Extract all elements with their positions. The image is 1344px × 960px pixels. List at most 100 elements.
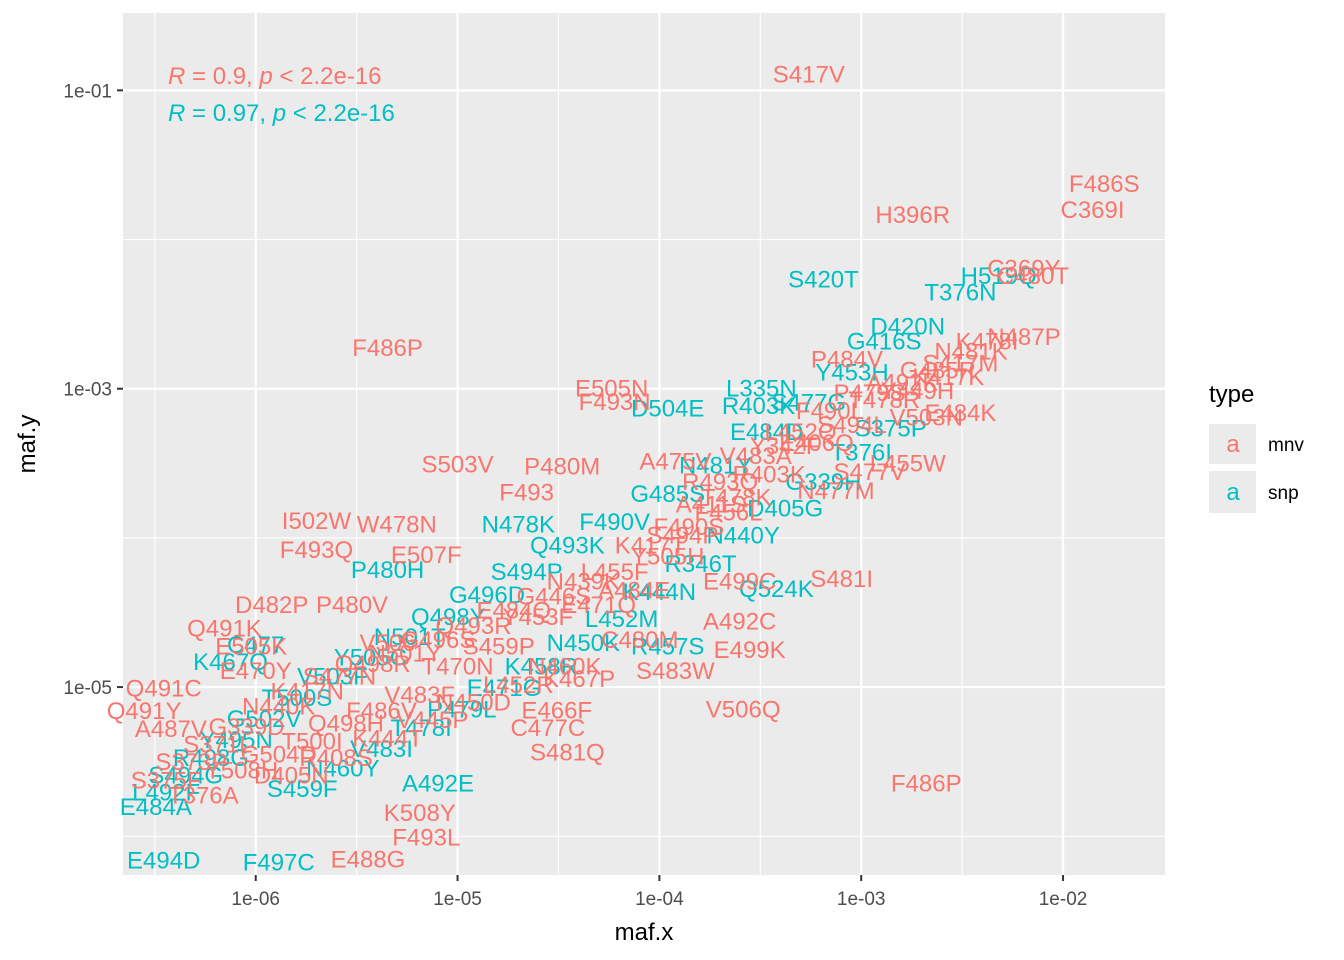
point-label-snp: T376N [924,279,996,306]
point-label-mnv: Y508H [205,758,278,785]
legend-key-snp [1209,471,1256,513]
point-label-snp: G502V [227,706,302,733]
point-label-snp: T376I [831,439,892,466]
series-snp: S420TD504EN478KP480HQ524KR457SC477K467QE… [120,263,1037,876]
point-label-mnv: S494P [646,523,718,550]
point-label-snp: S494G [148,762,223,789]
stat-p-text: < 2.2e-16 [273,63,382,90]
point-label-mnv: F486P [891,770,962,797]
point-label-mnv: T376A [168,783,239,810]
point-label-snp: F490V [579,509,650,536]
legend-title: type [1209,381,1254,408]
point-label-snp: G339H [785,469,861,496]
point-label-mnv: S483W [636,658,715,685]
point-label-mnv: S371L [183,731,252,758]
point-label-mnv: S503V [422,452,494,479]
point-label-snp: R403K [722,393,795,420]
stat-annotations: R = 0.9, p < 2.2e-16 R = 0.97, p < 2.2e-… [168,63,395,127]
point-label-mnv: S459P [463,633,535,660]
point-label-mnv: R403K [732,462,805,489]
point-label-mnv: S417M [922,350,998,377]
point-label-mnv: F486V [346,698,417,725]
point-label-mnv: Q498H [308,710,384,737]
point-label-snp: D405G [747,495,823,522]
legend-label-mnv: mnv [1268,435,1304,456]
point-label-mnv: G446S [516,584,591,611]
point-label-snp: N450K [547,630,620,657]
point-label-mnv: V483F [384,682,455,709]
point-label-mnv: Q491K [187,616,262,643]
point-label-snp: N460Y [306,755,379,782]
stat-p-symbol: p [272,100,286,127]
y-tick-label: 1e-05 [63,678,112,699]
point-label-mnv: F486P [352,335,423,362]
point-label-mnv: Q491C [126,676,202,703]
point-label-snp: P480H [351,557,424,584]
stat-r-symbol: R [168,63,185,90]
point-label-snp: L335N [726,375,797,402]
point-label-mnv: L452Q [764,419,836,446]
point-label-snp: N481Y [679,453,752,480]
point-label-snp: S494P [491,559,563,586]
point-label-snp: L492F [132,779,200,806]
point-label-mnv: N460K [528,653,601,680]
point-label-snp: Q498Y [411,604,486,631]
point-label-snp: Y505C [334,645,407,672]
point-label-snp: F497C [243,849,315,876]
x-tick-label: 1e-06 [231,889,280,910]
point-label-mnv: G504D [241,741,317,768]
point-label-mnv: P480M [524,454,600,481]
point-label-snp: E484A [120,794,192,821]
point-label-mnv: F490S [654,514,725,541]
point-label-snp: G416S [847,329,922,356]
plot-panel [123,13,1165,875]
point-label-mnv: V483A [720,443,792,470]
point-label-mnv: T500I [281,728,342,755]
point-label-snp: K444N [623,579,696,606]
point-label-mnv: S373P [155,749,227,776]
point-label-mnv: K417T [615,533,686,560]
point-label-mnv: A487V [135,716,207,743]
point-label-mnv: C480M [601,627,678,654]
point-label-snp: Y495N [199,727,272,754]
major-gridlines [123,13,1165,875]
point-label-mnv: C477C [510,715,585,742]
y-axis-title: maf.y [14,415,41,474]
point-label-snp: G485S [630,481,705,508]
legend-key-mnv [1209,424,1256,464]
point-label-mnv: S375F [131,768,202,795]
point-label-snp: C477 [227,632,284,659]
point-label-snp: E494D [127,847,200,874]
point-label-mnv: L455F [581,559,649,586]
point-label-mnv: D482P [235,592,308,619]
point-label-mnv: E499C [703,568,776,595]
point-label-mnv: C480T [997,263,1069,290]
point-label-mnv: T478K [701,484,772,511]
stat-p-text: < 2.2e-16 [286,100,395,127]
point-label-snp: G496D [449,582,525,609]
point-label-mnv: S481I [810,566,873,593]
point-label-mnv: G496S [401,627,476,654]
point-label-snp: R346T [665,551,737,578]
minor-gridlines [123,13,1165,875]
point-label-snp: S420T [788,266,859,293]
point-label-mnv: S477N [303,663,376,690]
point-label-mnv: H396R [875,202,950,229]
point-label-mnv: F456L [694,500,762,527]
point-label-snp: E484D [730,419,803,446]
point-label-mnv: E406Q [779,430,854,457]
point-label-snp: V503F [297,663,368,690]
point-label-mnv: P479S [834,380,906,407]
point-label-mnv: N481K [934,339,1007,366]
point-label-mnv: N501Y [368,641,441,668]
point-label-snp: L452M [585,606,658,633]
point-label-snp: R498G [173,745,249,772]
point-label-mnv: F493L [392,824,460,851]
point-label-mnv: N439K [547,568,620,595]
point-label-mnv: S417V [773,61,845,88]
point-label-mnv: E484Q [476,598,551,625]
point-label-mnv: S477V [834,459,906,486]
point-label-mnv: F493Q [280,537,353,564]
